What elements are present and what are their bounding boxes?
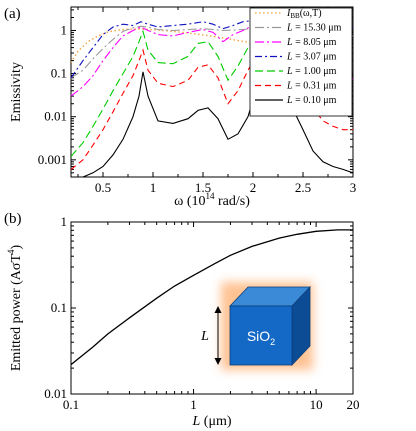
panel-b-tick-labels: 0.1 1 10 200.010.11 — [44, 214, 359, 412]
panel-a-legend: IBB(ω,T) L = 15.30 μm L = 8.05 μm L = 3.07 … — [249, 7, 353, 117]
y-tick-label: 0.1 — [51, 66, 67, 81]
x-tick-label: 3 — [350, 180, 357, 195]
y-tick-label: 1 — [61, 22, 68, 37]
dimension-arrow-top — [214, 306, 222, 313]
panel-b-ylabel: Emitted power (AσT4) — [6, 244, 24, 371]
dimension-arrow-bottom — [214, 358, 222, 365]
panel-a-xlabel: ω (1014 rad/s) — [174, 191, 250, 209]
x-tick-label: 2.5 — [295, 180, 311, 195]
x-tick-label: 0.5 — [95, 180, 111, 195]
panel-a-label: (a) — [4, 6, 21, 22]
legend-entry: L = 1.00 μm — [286, 66, 337, 77]
x-tick-label: 1.5 — [195, 180, 211, 195]
panel-a-ylabel: Emissivity — [9, 62, 24, 122]
x-tick-label: 10 — [310, 397, 323, 412]
panel-a-frame — [70, 6, 354, 178]
x-tick-label: 0.1 — [63, 397, 79, 412]
y-tick-label: 1 — [61, 214, 68, 229]
inset-cube: SiO2 L — [200, 282, 313, 370]
legend-entry: L = 8.05 μm — [286, 37, 337, 48]
y-tick-label: 0.01 — [44, 386, 67, 401]
y-tick-label: 0.01 — [44, 109, 67, 124]
legend-entry: L = 15.30 μm — [286, 23, 342, 34]
legend-entry: L = 0.10 μm — [286, 95, 337, 106]
panel-b-series — [71, 229, 353, 366]
legend-entry: L = 3.07 μm — [286, 52, 337, 63]
panel-b: (b) 0.1 1 10 200.010.11 Emitted power (AσT4… — [4, 211, 360, 429]
panel-b-ticks — [70, 221, 354, 395]
x-tick-label: 2 — [250, 180, 257, 195]
panel-b-label: (b) — [4, 211, 22, 227]
cube-material-label: SiO2 — [247, 328, 275, 347]
series-line-5 — [71, 8, 353, 157]
y-tick-label: 0.001 — [38, 152, 67, 167]
panel-a: (a) 0.5 1 1.5 2 2.5 3 0.001 0.01 0.1 1 Emissivity… — [4, 6, 356, 209]
legend-entry: L = 0.31 μm — [286, 81, 337, 92]
dimension-label: L — [200, 329, 209, 344]
legend-box — [249, 7, 353, 117]
panel-a-tick-labels: 0.5 1 1.5 2 2.5 3 0.001 0.01 0.1 1 — [38, 22, 357, 195]
panel-b-xlabel: L (μm) — [191, 414, 231, 429]
series-line-2 — [71, 25, 353, 79]
x-tick-label: 1 — [150, 180, 157, 195]
series-line-1 — [71, 28, 353, 66]
cube-front-face — [229, 305, 293, 366]
legend-entry: IBB(ω,T) — [286, 8, 322, 20]
x-tick-label: 1 — [190, 397, 197, 412]
y-tick-label: 0.1 — [51, 300, 67, 315]
x-tick-label: 20 — [347, 397, 360, 412]
emitted-power-line — [71, 229, 353, 366]
series-line-7 — [71, 48, 353, 177]
